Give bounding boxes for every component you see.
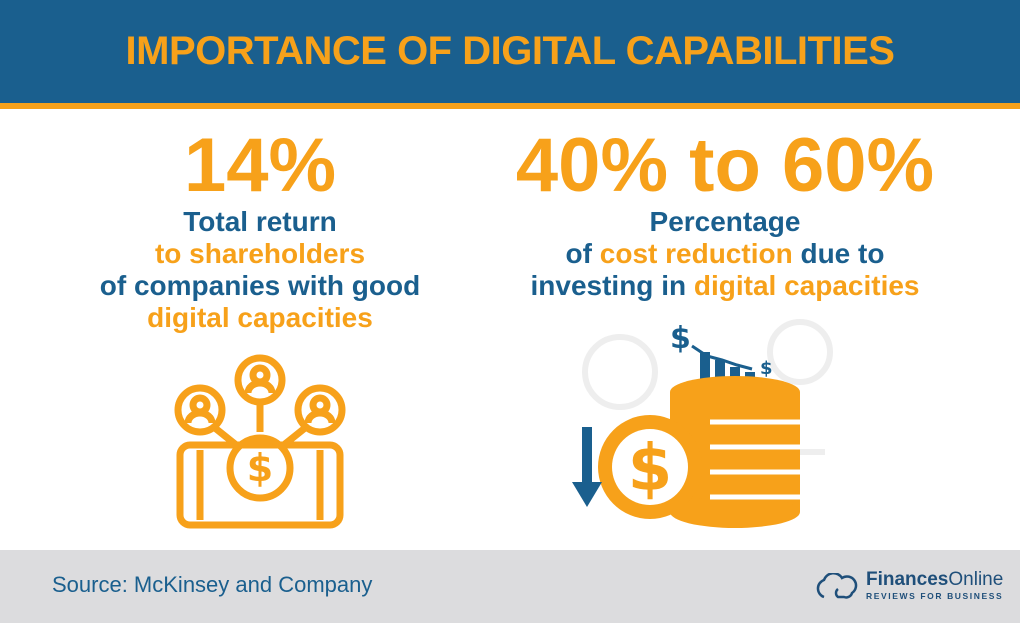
stat-value: 14% (183, 123, 337, 208)
desc-text: due to (792, 238, 885, 269)
page-title: IMPORTANCE OF DIGITAL CAPABILITIES (125, 29, 895, 73)
desc-line: Total return (183, 206, 337, 237)
logo-name-rest: Online (948, 569, 1004, 590)
desc-line: investing in digital capacities (475, 270, 975, 302)
svg-text:$: $ (247, 446, 273, 490)
logo-name-bold: Finances (866, 569, 949, 590)
logo-tagline: REVIEWS FOR BUSINESS (866, 591, 1004, 601)
desc-highlight: digital capacities (693, 270, 920, 301)
desc-line: to shareholders (154, 238, 366, 269)
stat-description: Total return to shareholders of companie… (50, 206, 470, 334)
desc-line: Percentage (649, 206, 801, 237)
source-citation: Source: McKinsey and Company (52, 572, 373, 597)
coin-stack-cost-reduction-icon: $ $ $ (572, 319, 833, 528)
stat-description: Percentage of cost reduction due to inve… (475, 206, 975, 302)
header-banner: IMPORTANCE OF DIGITAL CAPABILITIES (0, 0, 1020, 103)
stat-value: 40% to 60% (515, 123, 935, 208)
desc-text: investing in (530, 270, 694, 301)
stat-cost-reduction: 40% to 60% Percentage of cost reduction … (475, 126, 975, 302)
team-money-phone-icon: $ (174, 354, 346, 529)
desc-line: of cost reduction due to (475, 238, 975, 270)
svg-text:$: $ (628, 432, 673, 506)
financesonline-logo: FinancesOnline REVIEWS FOR BUSINESS (812, 570, 1003, 602)
desc-line: digital capacities (147, 302, 373, 333)
desc-text: of (565, 238, 600, 269)
cloud-icon (816, 573, 858, 599)
svg-text:$: $ (760, 358, 773, 379)
stat-shareholder-return: 14% Total return to shareholders of comp… (50, 126, 470, 334)
desc-highlight: cost reduction (599, 238, 793, 269)
svg-text:$: $ (670, 321, 691, 356)
desc-line: of companies with good (99, 270, 421, 301)
footer: Source: McKinsey and Company FinancesOnl… (0, 550, 1020, 623)
header-divider (0, 103, 1020, 109)
